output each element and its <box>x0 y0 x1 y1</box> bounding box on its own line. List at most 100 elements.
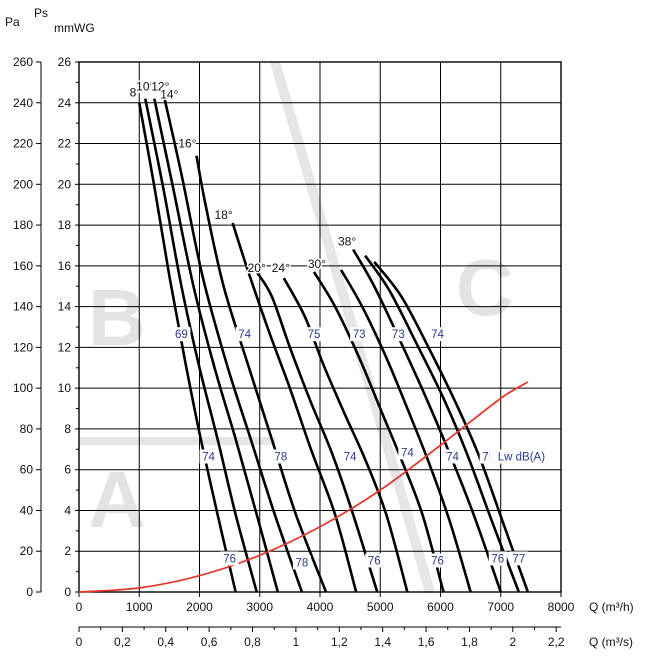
blade-angle-label: 38° <box>338 234 356 248</box>
x-tick-label: 7000 <box>487 600 514 614</box>
mmwg-tick-label: 16 <box>58 259 72 273</box>
mmwg-tick-label: 10 <box>58 381 72 395</box>
m3s-tick-label: 0,6 <box>201 635 218 649</box>
db-label: 74 <box>202 452 215 464</box>
db-label: 75 <box>308 329 321 341</box>
zone-label-b: B <box>88 273 146 362</box>
db-label-bg <box>365 553 384 568</box>
fan-curve-3 <box>163 98 304 593</box>
m3s-tick-label: 0,4 <box>157 635 174 649</box>
pa-tick-label: 120 <box>13 340 33 354</box>
mmwg-tick-label: 0 <box>64 585 71 599</box>
lw-db-label: Lw dB(A) <box>498 452 545 464</box>
db-label: 76 <box>431 555 444 567</box>
m3s-tick-label: 1 <box>293 635 300 649</box>
blade-angle-label: 8° <box>130 86 142 100</box>
mmwg-tick-label: 26 <box>58 55 72 69</box>
x-tick-label: 4000 <box>307 600 334 614</box>
zone-label-c: C <box>456 243 514 332</box>
x-tick-label: 0 <box>76 600 83 614</box>
blade-angle-label: 20° <box>248 261 266 275</box>
x-tick-label: 2000 <box>186 600 213 614</box>
db-label-bg <box>428 553 447 568</box>
m3s-tick-label: 0,2 <box>114 635 131 649</box>
mmwg-tick-label: 20 <box>58 177 72 191</box>
db-label-bg <box>235 327 254 342</box>
db-label-bg <box>443 449 462 464</box>
pa-tick-label: 160 <box>13 259 33 273</box>
db-label: 76 <box>223 553 236 565</box>
mmwg-tick-label: 18 <box>58 218 72 232</box>
db-label-bg <box>199 449 218 464</box>
mmwg-tick-label: 24 <box>58 96 72 110</box>
pa-tick-label: 140 <box>13 300 33 314</box>
mmwg-tick-label: 2 <box>64 544 71 558</box>
fan-curve-0 <box>137 102 237 593</box>
x-tick-label: 5000 <box>367 600 394 614</box>
x-tick-label: 1000 <box>126 600 153 614</box>
m3s-tick-label: 0,8 <box>244 635 261 649</box>
pa-tick-label: 260 <box>13 55 33 69</box>
fan-curve-5 <box>231 222 358 593</box>
m3s-tick-label: 1,2 <box>331 635 348 649</box>
x-tick-label: 3000 <box>246 600 273 614</box>
db-label-bg <box>292 555 311 570</box>
db-label: 77 <box>512 553 525 565</box>
system-curve <box>78 381 529 593</box>
db-label-bg <box>172 327 191 342</box>
db-label-bg <box>389 327 408 342</box>
m3s-tick-label: 2,2 <box>548 635 565 649</box>
blade-angle-label: 24° <box>272 261 290 275</box>
db-label: 74 <box>446 452 459 464</box>
db-label: 74 <box>344 452 357 464</box>
db-label: 78 <box>274 452 287 464</box>
pa-tick-label: 80 <box>20 422 34 436</box>
pa-tick-label: 0 <box>26 585 33 599</box>
mmwg-tick-label: 4 <box>64 503 71 517</box>
m3s-tick-label: 1,4 <box>374 635 391 649</box>
m3s-tick-label: 1,8 <box>461 635 478 649</box>
mmwg-tick-label: 12 <box>58 340 72 354</box>
fan-curve-8 <box>312 271 445 593</box>
mmwg-tick-label: 22 <box>58 137 72 151</box>
mmwg-tick-label: 6 <box>64 463 71 477</box>
blade-angle-label: 12° <box>151 80 169 94</box>
blade-angle-label: 14° <box>160 88 178 102</box>
x-tick-label: 6000 <box>427 600 454 614</box>
pa-tick-label: 40 <box>20 503 34 517</box>
fan-curve-9 <box>339 269 472 593</box>
db-label-bg <box>488 551 507 566</box>
db-label: 74 <box>238 329 251 341</box>
db-label: 76 <box>491 553 504 565</box>
fan-curve-7 <box>282 277 409 593</box>
lw-label-bg <box>489 449 554 464</box>
db-label-bg <box>341 449 360 464</box>
unit-mmwg: mmWG <box>54 21 95 35</box>
fan-curve-1 <box>144 98 258 593</box>
pa-tick-label: 100 <box>13 381 33 395</box>
db-label-bg <box>398 445 417 460</box>
db-label: 76 <box>368 555 381 567</box>
fan-curve-6 <box>255 271 379 593</box>
pa-tick-label: 20 <box>20 544 34 558</box>
fan-curve-12 <box>373 260 530 593</box>
db-label-bg <box>271 449 290 464</box>
zone-divider-diagonal <box>270 60 435 594</box>
blade-angle-label: 30° <box>308 257 326 271</box>
fan-curve-11 <box>364 254 521 593</box>
m3s-tick-label: 2 <box>509 635 516 649</box>
db-label: 69 <box>175 329 188 341</box>
db-label-bg <box>428 327 447 342</box>
pa-tick-label: 240 <box>13 96 33 110</box>
x-tick-label: 8000 <box>548 600 575 614</box>
fan-curves <box>137 98 530 593</box>
db-label-bg <box>350 327 369 342</box>
pa-tick-label: 60 <box>20 463 34 477</box>
unit-pa: Pa <box>5 15 20 29</box>
blade-angle-label: 16° <box>178 137 196 151</box>
db-label: 78 <box>296 558 309 570</box>
unit-ps: Ps <box>34 6 48 20</box>
db-label: 73 <box>353 329 366 341</box>
pa-tick-label: 200 <box>13 177 33 191</box>
